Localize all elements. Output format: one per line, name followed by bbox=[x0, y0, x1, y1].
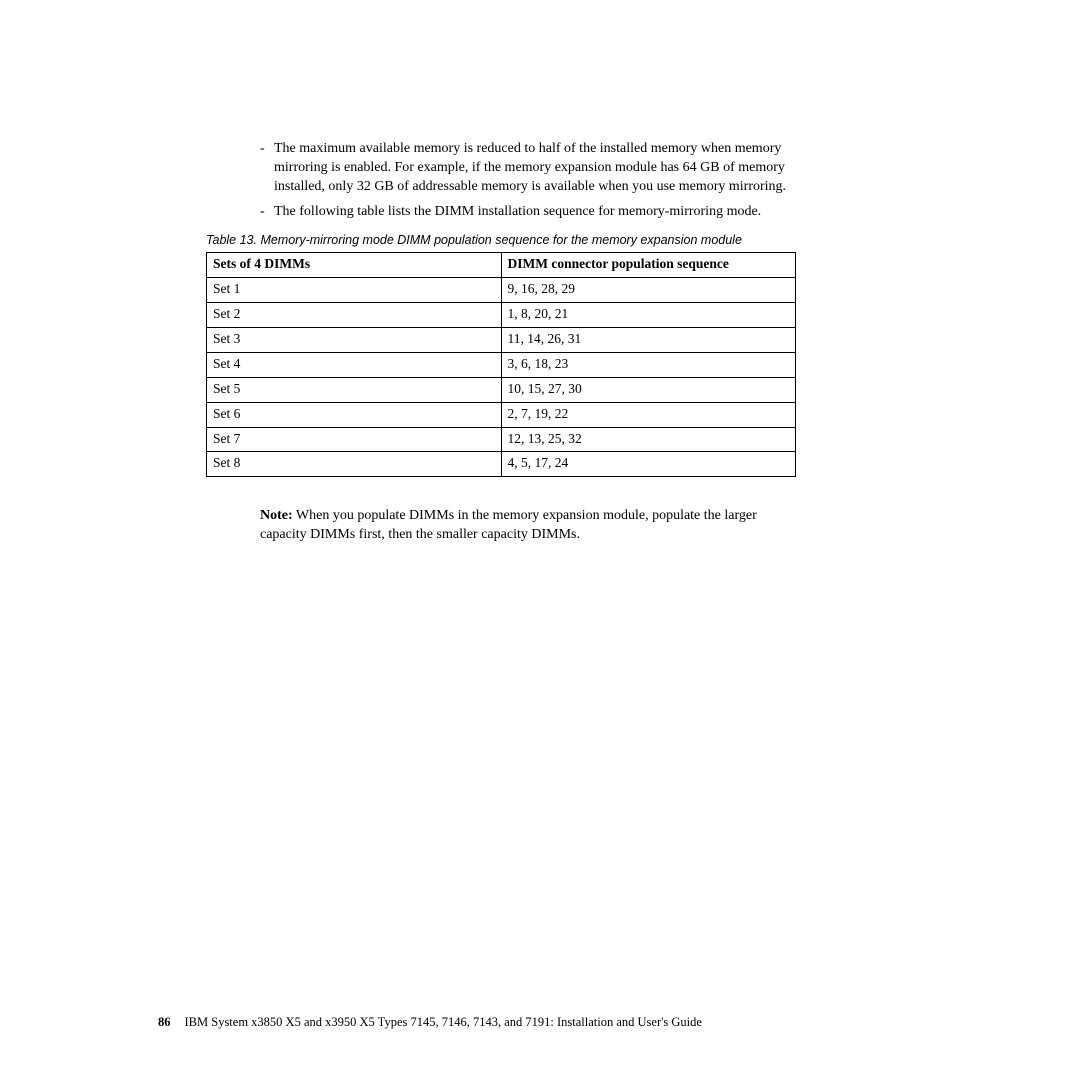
table-row: Set 3 11, 14, 26, 31 bbox=[207, 328, 796, 353]
table-cell: Set 8 bbox=[207, 452, 502, 477]
table-cell: Set 1 bbox=[207, 278, 502, 303]
table-cell: Set 6 bbox=[207, 402, 502, 427]
table-row: Set 8 4, 5, 17, 24 bbox=[207, 452, 796, 477]
bullet-marker: - bbox=[260, 140, 274, 197]
note-text: When you populate DIMMs in the memory ex… bbox=[260, 508, 757, 542]
bullet-list: - The maximum available memory is reduce… bbox=[260, 140, 796, 222]
table-cell: Set 3 bbox=[207, 328, 502, 353]
note-block: Note: When you populate DIMMs in the mem… bbox=[260, 507, 796, 545]
note-label: Note: bbox=[260, 508, 293, 523]
bullet-marker: - bbox=[260, 203, 274, 222]
page: - The maximum available memory is reduce… bbox=[0, 0, 1080, 1080]
bullet-item: - The maximum available memory is reduce… bbox=[260, 140, 796, 197]
footer-text: IBM System x3850 X5 and x3950 X5 Types 7… bbox=[185, 1015, 702, 1029]
bullet-text: The maximum available memory is reduced … bbox=[274, 140, 796, 197]
table-header-cell: Sets of 4 DIMMs bbox=[207, 253, 502, 278]
table-header-row: Sets of 4 DIMMs DIMM connector populatio… bbox=[207, 253, 796, 278]
table-cell: 11, 14, 26, 31 bbox=[501, 328, 796, 353]
table-cell: 3, 6, 18, 23 bbox=[501, 352, 796, 377]
table-cell: Set 7 bbox=[207, 427, 502, 452]
table-cell: 4, 5, 17, 24 bbox=[501, 452, 796, 477]
table-row: Set 1 9, 16, 28, 29 bbox=[207, 278, 796, 303]
bullet-text: The following table lists the DIMM insta… bbox=[274, 203, 796, 222]
table-cell: 9, 16, 28, 29 bbox=[501, 278, 796, 303]
table-caption: Table 13. Memory-mirroring mode DIMM pop… bbox=[206, 232, 796, 249]
page-number: 86 bbox=[158, 1015, 171, 1029]
page-footer: 86 IBM System x3850 X5 and x3950 X5 Types… bbox=[158, 1015, 702, 1030]
table-cell: 10, 15, 27, 30 bbox=[501, 377, 796, 402]
table-row: Set 6 2, 7, 19, 22 bbox=[207, 402, 796, 427]
table-cell: Set 4 bbox=[207, 352, 502, 377]
content-column: - The maximum available memory is reduce… bbox=[206, 140, 796, 545]
table-row: Set 2 1, 8, 20, 21 bbox=[207, 303, 796, 328]
table-header-cell: DIMM connector population sequence bbox=[501, 253, 796, 278]
table-row: Set 4 3, 6, 18, 23 bbox=[207, 352, 796, 377]
table-cell: Set 2 bbox=[207, 303, 502, 328]
table-cell: 1, 8, 20, 21 bbox=[501, 303, 796, 328]
table-row: Set 7 12, 13, 25, 32 bbox=[207, 427, 796, 452]
dimm-table: Sets of 4 DIMMs DIMM connector populatio… bbox=[206, 252, 796, 477]
table-cell: Set 5 bbox=[207, 377, 502, 402]
table-cell: 12, 13, 25, 32 bbox=[501, 427, 796, 452]
bullet-item: - The following table lists the DIMM ins… bbox=[260, 203, 796, 222]
table-cell: 2, 7, 19, 22 bbox=[501, 402, 796, 427]
table-row: Set 5 10, 15, 27, 30 bbox=[207, 377, 796, 402]
